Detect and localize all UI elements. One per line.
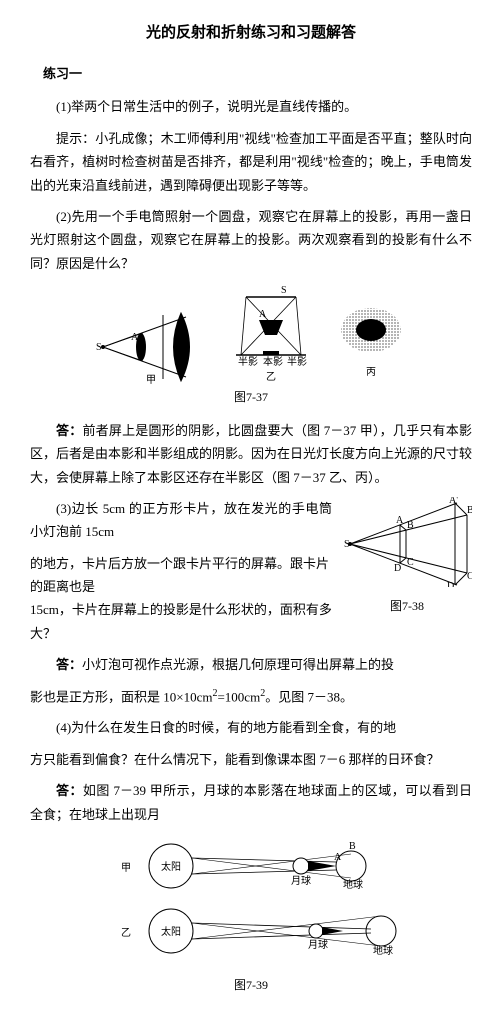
label-yi: 乙 [266, 371, 276, 383]
label-yi-39: 乙 [121, 927, 131, 939]
ans3-l1: 小灯泡可视作点光源，根据几何原理可得出屏幕上的投 [82, 657, 394, 672]
label-bing: 丙 [366, 367, 376, 378]
label-earth2: 地球 [373, 944, 393, 957]
answer-3: 答：小灯泡可视作点光源，根据几何原理可得出屏幕上的投 [30, 653, 472, 676]
fig737-jia-svg: S A 甲 [91, 305, 211, 385]
fig738-caption: 图7-38 [342, 596, 472, 618]
fig737-caption: 图7-37 [30, 387, 472, 409]
label-moon1: 月球 [291, 874, 311, 887]
label-jia: 甲 [146, 375, 156, 385]
answer-4-text: 如图 7－39 甲所示，月球的本影落在地球面上的区域，可以看到日全食；在地球上出… [30, 783, 472, 821]
l-D: D [394, 563, 401, 574]
l-Ap: A' [449, 497, 458, 506]
label-benying: 本影 [263, 355, 283, 368]
answer-label: 答： [56, 423, 82, 438]
fig739-caption: 图7-39 [30, 975, 472, 997]
label-moon2: 月球 [308, 938, 328, 951]
answer-2: 答：前者屏上是圆形的阴影，比圆盘要大（图 7－37 甲），几乎只有本影区，后者是… [30, 419, 472, 489]
fig739-svg: 甲 太阳 月球 地球 B A 乙 太阳 月球 地球 [91, 836, 411, 966]
exercise-section-heading: 练习一 [30, 62, 472, 85]
answer-4: 答：如图 7－39 甲所示，月球的本影落在地球面上的区域，可以看到日全食；在地球… [30, 779, 472, 826]
hint-1: 提示：小孔成像；木工师傅利用"视线"检查加工平面是否平直；整队时向右看齐，植树时… [30, 127, 472, 197]
fig737-bing-svg: 丙 [331, 295, 411, 385]
l-Dp: D' [447, 581, 456, 587]
question-4-line1: (4)为什么在发生日食的时候，有的地方能看到全食，有的地 [30, 716, 472, 739]
answer-3-line2: 影也是正方形，面积是 10×10cm2=100cm2。见图 7－38。 [30, 685, 472, 709]
answer-2-text: 前者屏上是圆形的阴影，比圆盘要大（图 7－37 甲），几乎只有本影区，后者是由本… [30, 423, 472, 485]
question-4-line2: 方只能看到偏食？在什么情况下，能看到像课本图 7－6 那样的日环食？ [30, 748, 472, 771]
label-B39: B [349, 841, 356, 852]
ans3-l2: 影也是正方形，面积是 10×10cm [30, 689, 212, 704]
label-sun1: 太阳 [161, 860, 181, 873]
fig738-svg: S A B C D A' B' C' D' [342, 497, 472, 587]
ans3-l2b: =100cm [217, 689, 260, 704]
l-C: C [407, 557, 414, 568]
label-S-yi: S [281, 285, 287, 296]
l-A: A [396, 515, 404, 526]
answer-label-3: 答： [56, 657, 82, 672]
question-1: (1)举两个日常生活中的例子，说明光是直线传播的。 [30, 95, 472, 118]
question-2: (2)先用一个手电筒照射一个圆盘，观察它在屏幕上的投影，再用一盏日光灯照射这个圆… [30, 205, 472, 275]
l-B: B [407, 520, 414, 531]
label-A-yi: A [259, 309, 267, 320]
label-banying1: 半影 [238, 355, 258, 368]
figure-7-37: S A 甲 S A 半影 本影 半影 乙 [30, 285, 472, 409]
answer-label-4: 答： [56, 783, 83, 798]
label-banying2: 半影 [287, 355, 307, 368]
label-jia-39: 甲 [121, 863, 131, 874]
label-S: S [96, 342, 102, 353]
label-A39: A [334, 852, 342, 863]
fig737-yi-svg: S A 半影 本影 半影 乙 [231, 285, 311, 385]
ans3-l2c: 。见图 7－38。 [265, 689, 353, 704]
label-sun2: 太阳 [161, 925, 181, 938]
l-Bp: B' [467, 505, 472, 516]
figure-7-39: 甲 太阳 月球 地球 B A 乙 太阳 月球 地球 图7-39 [30, 836, 472, 997]
figure-7-38: S A B C D A' B' C' D' 图7-38 [342, 497, 472, 618]
label-earth1: 地球 [343, 878, 363, 891]
page-title: 光的反射和折射练习和习题解答 [30, 20, 472, 47]
l-Cp: C' [467, 571, 472, 582]
label-A: A [131, 332, 139, 343]
